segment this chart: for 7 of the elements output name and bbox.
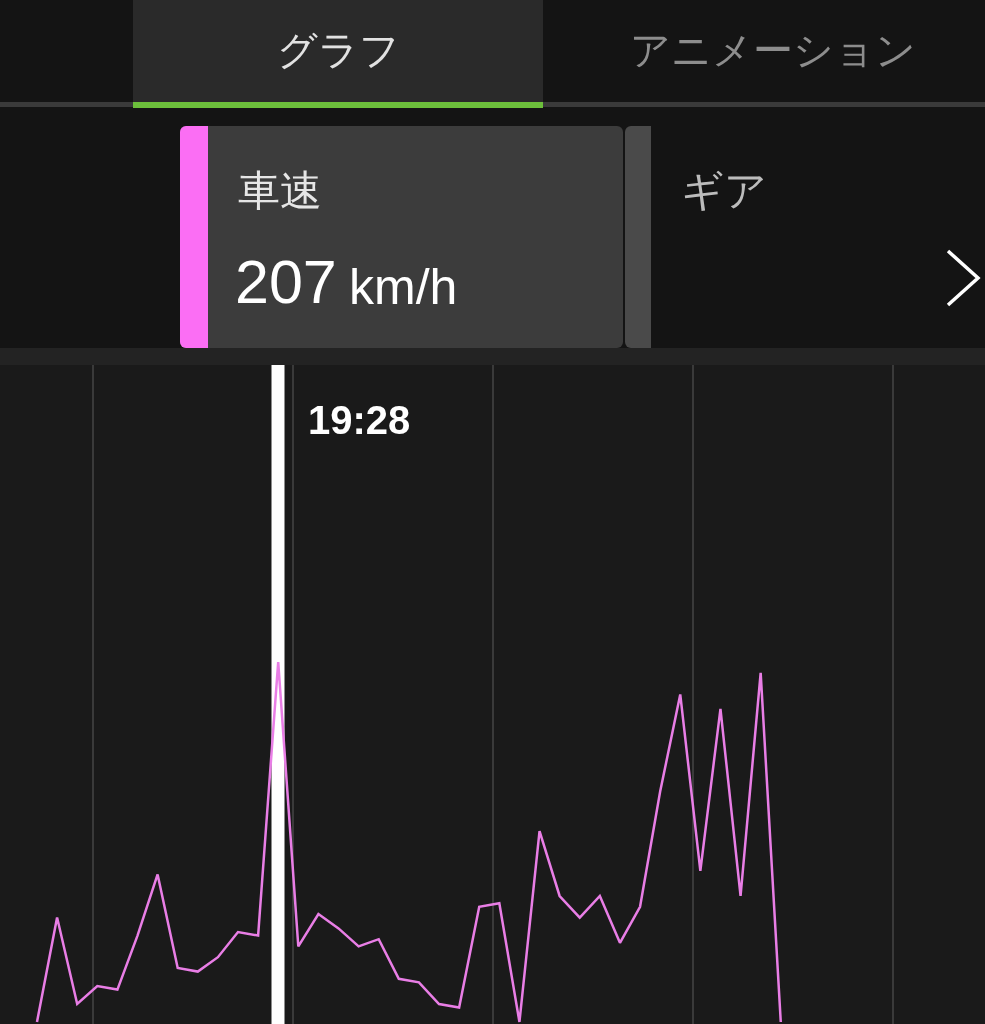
text: 車速 bbox=[238, 166, 322, 215]
text: 207 bbox=[235, 248, 337, 316]
text: アニメーション bbox=[628, 27, 917, 73]
text: 19:28 bbox=[308, 398, 411, 442]
text: ギア bbox=[681, 166, 767, 215]
text: km/h bbox=[349, 259, 458, 315]
text: グラフ bbox=[275, 27, 401, 73]
